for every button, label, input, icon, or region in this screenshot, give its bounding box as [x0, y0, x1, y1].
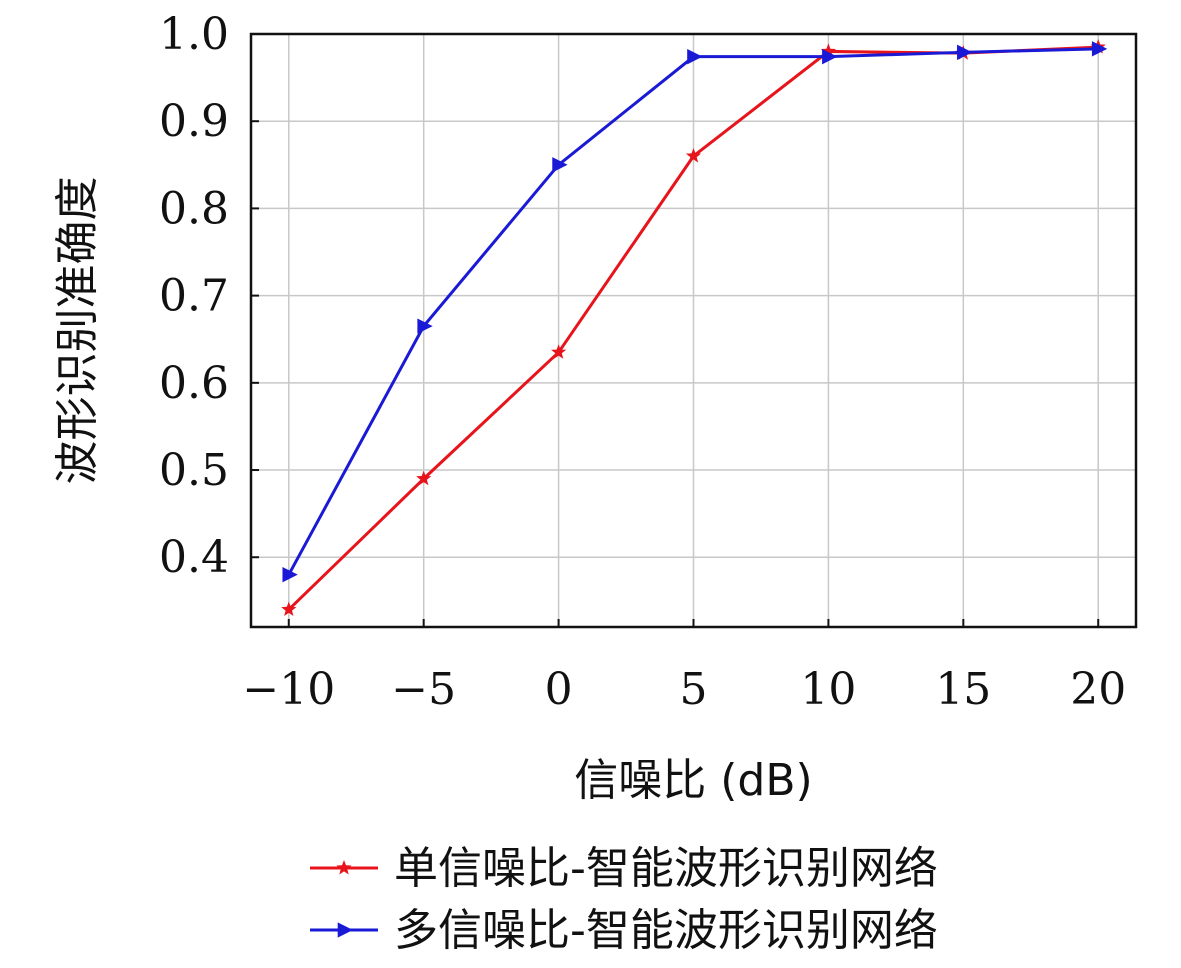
data-point — [417, 318, 433, 334]
y-axis-ticks: 0.4 0.5 0.6 0.7 0.8 0.9 1.0 — [159, 9, 259, 583]
legend-marker — [337, 922, 353, 938]
x-tick-label: 15 — [935, 664, 991, 715]
x-tick-label: 5 — [680, 664, 708, 715]
legend-marker — [336, 860, 352, 875]
series-layer — [281, 39, 1108, 616]
data-point — [282, 567, 298, 583]
x-tick-label: 0 — [545, 664, 573, 715]
data-point — [1091, 41, 1108, 57]
y-tick-label: 0.5 — [159, 445, 229, 496]
data-point — [552, 157, 568, 173]
y-tick-label: 0.9 — [159, 96, 229, 147]
data-point — [957, 44, 973, 60]
x-axis-ticks: −10 −5 0 5 10 15 20 — [242, 619, 1126, 715]
y-axis-title: 波形识别准确度 — [52, 177, 103, 485]
x-tick-label: 20 — [1070, 664, 1126, 715]
x-tick-label: −5 — [391, 664, 456, 715]
data-point — [551, 344, 567, 359]
data-point — [687, 49, 703, 65]
legend-label: 多信噪比-智能波形识别网络 — [394, 905, 938, 956]
x-tick-label: −10 — [242, 664, 335, 715]
y-tick-label: 1.0 — [159, 9, 229, 60]
x-tick-label: 10 — [800, 664, 856, 715]
y-tick-label: 0.8 — [159, 183, 229, 234]
series-2 — [282, 41, 1108, 583]
legend-label: 单信噪比-智能波形识别网络 — [394, 843, 938, 894]
grid-lines — [251, 33, 1136, 627]
data-point — [281, 601, 297, 616]
y-tick-label: 0.7 — [159, 271, 229, 322]
data-point — [820, 43, 836, 58]
y-tick-label: 0.6 — [159, 358, 229, 409]
x-axis-title: 信噪比 (dB) — [574, 755, 812, 806]
data-point — [822, 49, 838, 65]
data-point — [416, 470, 432, 486]
y-tick-label: 0.4 — [159, 532, 229, 583]
data-point — [685, 148, 702, 163]
